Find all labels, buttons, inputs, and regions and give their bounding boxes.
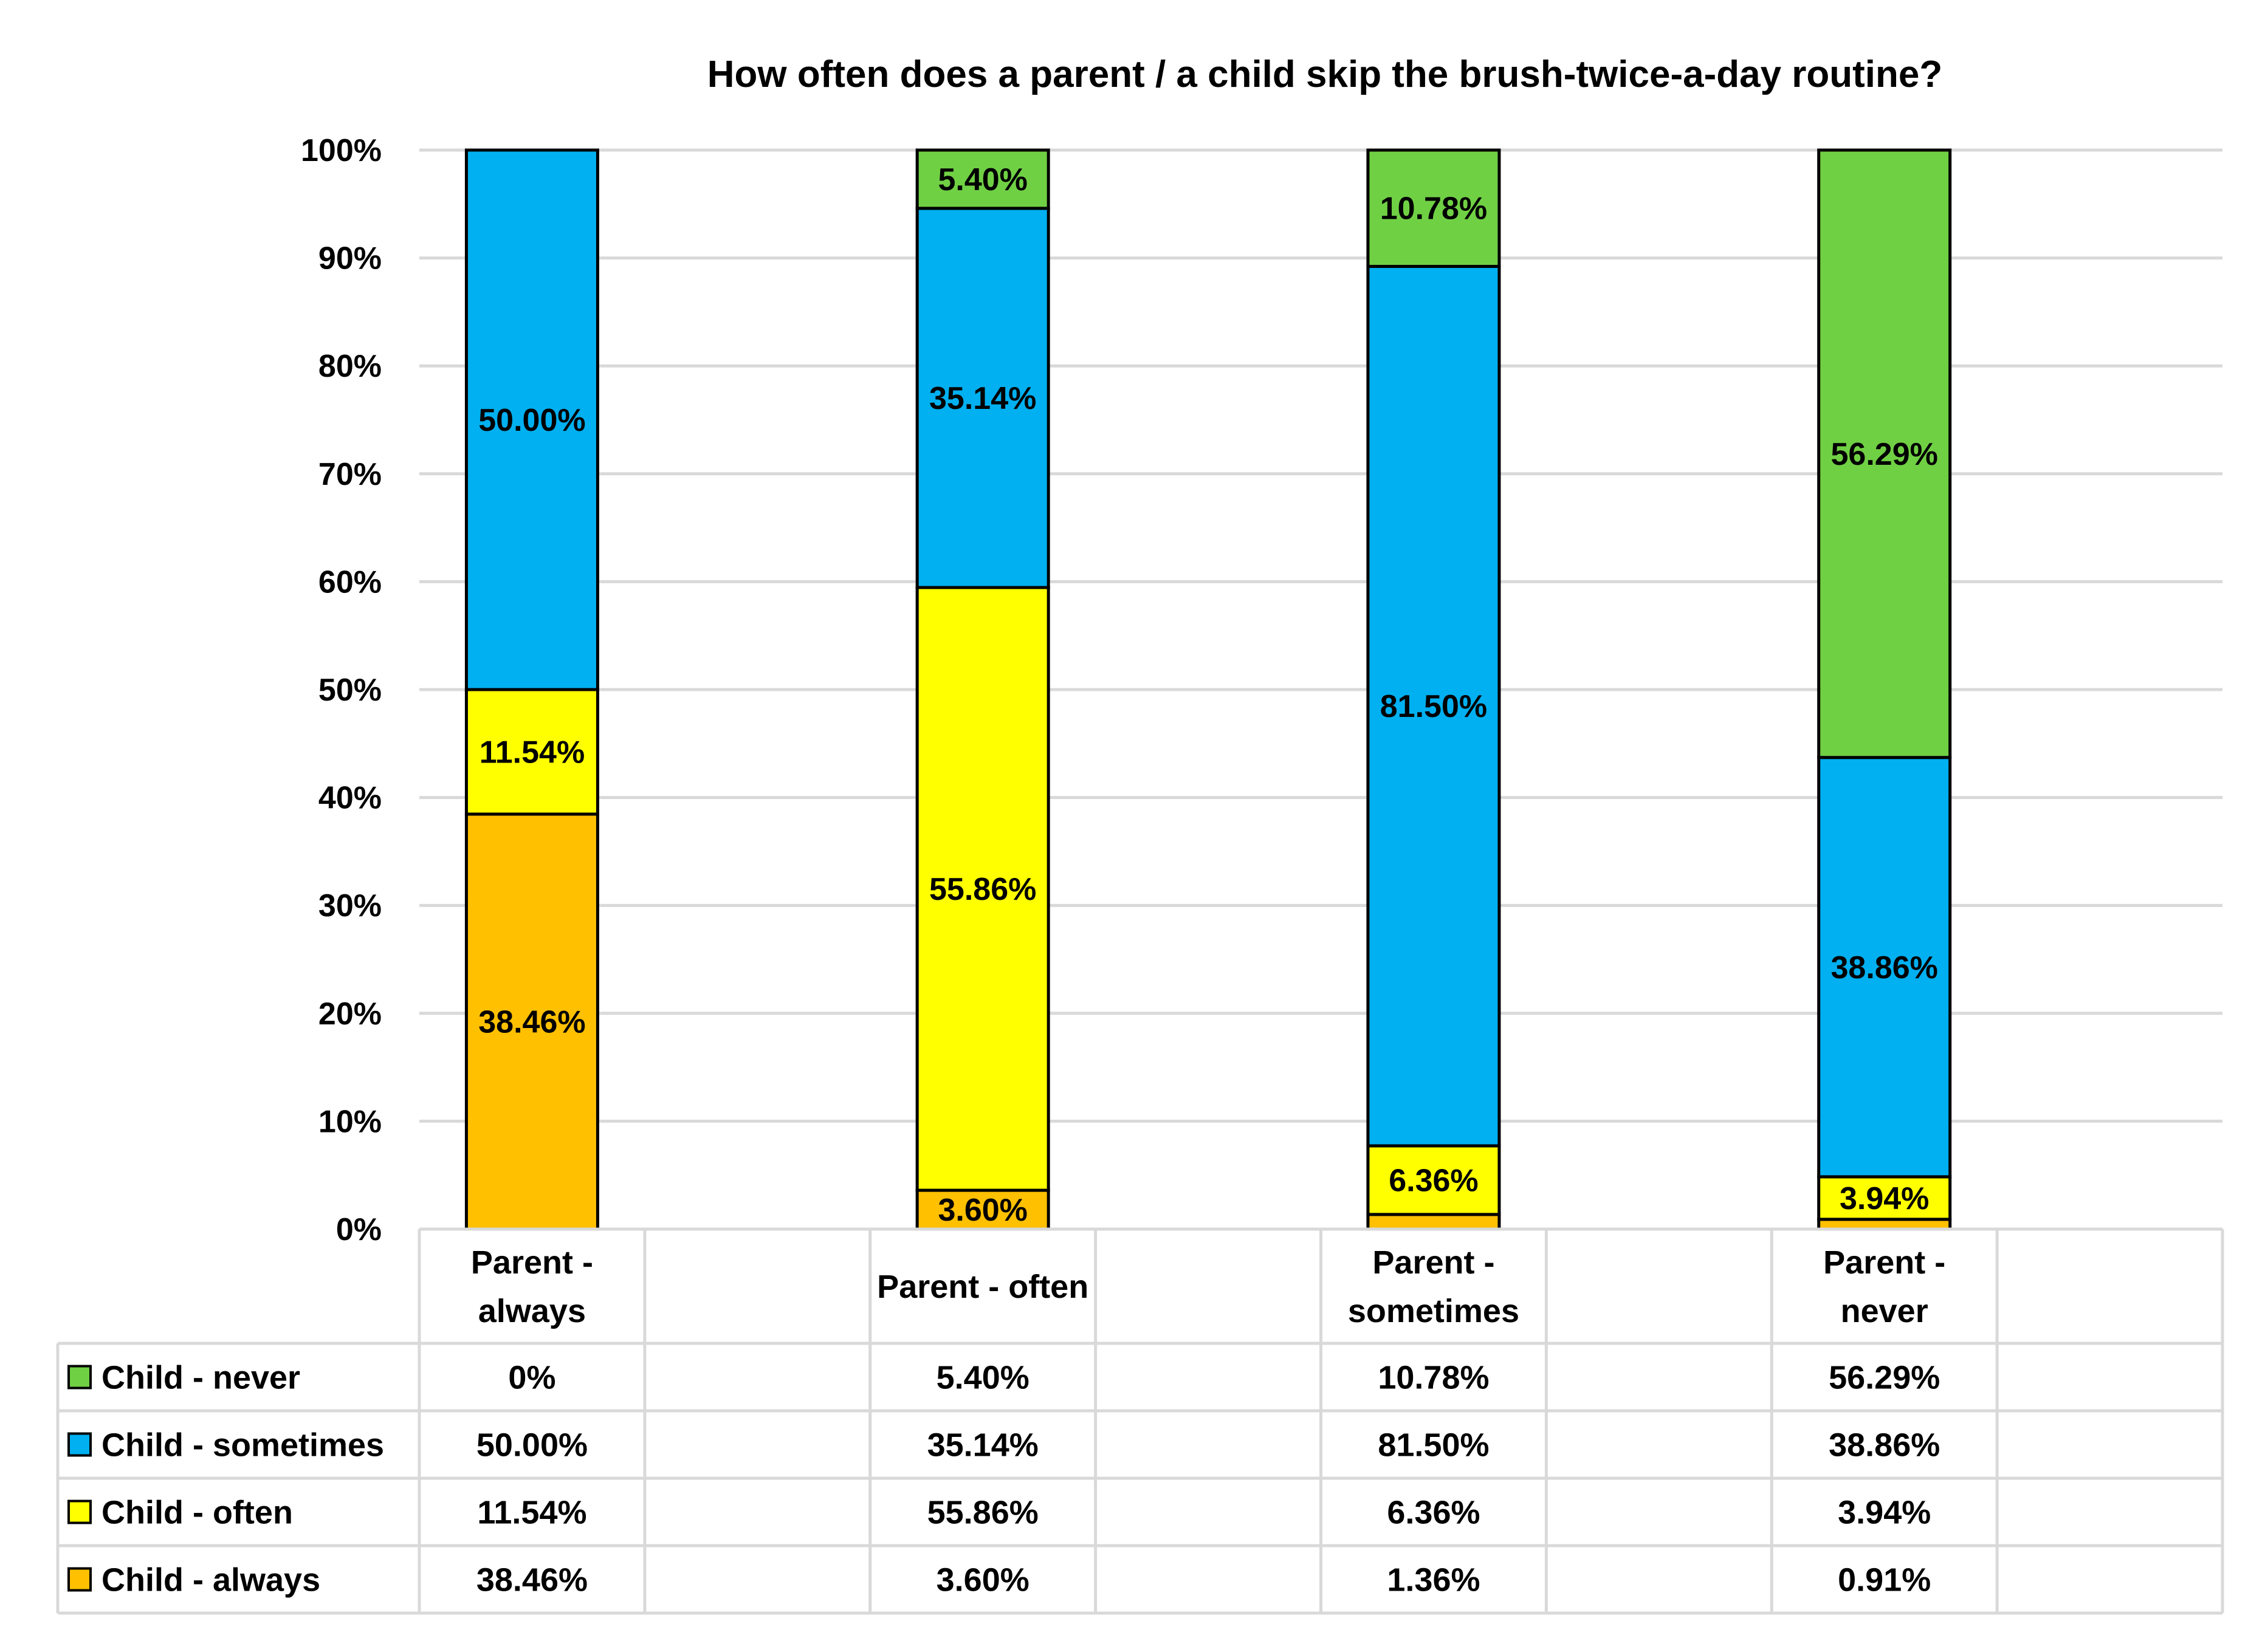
data-label: 35.14%	[929, 381, 1036, 416]
table-cell: 11.54%	[477, 1495, 586, 1531]
legend-key	[67, 1567, 92, 1592]
series-name: Child - often	[101, 1495, 293, 1531]
bar-segment	[1366, 1213, 1501, 1231]
category-label: Parent -	[471, 1244, 593, 1281]
legend-key	[67, 1499, 92, 1524]
gridlines	[419, 148, 2222, 1231]
bar-segment	[464, 812, 599, 1231]
chart-title: How often does a parent / a child skip t…	[707, 53, 1943, 95]
category-label: Parent -	[1372, 1244, 1494, 1281]
data-label: 10.78%	[1380, 191, 1487, 227]
table-cell: 55.86%	[927, 1495, 1039, 1531]
y-tick-label: 100%	[301, 133, 382, 168]
data-label: 50.00%	[478, 403, 585, 438]
legend-key	[67, 1432, 92, 1457]
bar-segment	[464, 688, 599, 816]
table-cell: 81.50%	[1378, 1427, 1489, 1464]
table-cell: 1.36%	[1387, 1562, 1480, 1599]
table-cell: 38.46%	[476, 1562, 588, 1599]
table-cell: 50.00%	[476, 1427, 588, 1464]
table-cell: 6.36%	[1387, 1495, 1480, 1531]
data-label: 6.36%	[1389, 1163, 1478, 1198]
bars	[464, 148, 1952, 1231]
table-cell: 38.86%	[1829, 1427, 1940, 1464]
y-tick-label: 0%	[336, 1212, 382, 1247]
y-tick-label: 80%	[318, 349, 382, 384]
table-cell: 10.78%	[1378, 1360, 1489, 1396]
bar-segment	[915, 586, 1050, 1192]
table-cell: 5.40%	[937, 1360, 1029, 1396]
category-label: Parent -	[1823, 1244, 1945, 1281]
data-label: 38.46%	[478, 1004, 585, 1040]
bar-segment	[915, 1188, 1050, 1231]
series-name: Child - never	[101, 1360, 300, 1396]
data-label: 81.50%	[1380, 689, 1487, 724]
table-cell: 3.94%	[1838, 1495, 1931, 1531]
table-cell: 35.14%	[927, 1427, 1039, 1464]
data-label: 11.54%	[479, 735, 585, 770]
legend-key	[67, 1365, 92, 1390]
y-tick-label: 30%	[318, 888, 382, 924]
bar-segment	[1817, 756, 1952, 1179]
y-tick-label: 40%	[318, 781, 382, 816]
category-label: Parent - often	[877, 1269, 1088, 1305]
series-name: Child - always	[101, 1562, 320, 1599]
data-label: 3.60%	[938, 1193, 1027, 1228]
data-label: 38.86%	[1831, 950, 1938, 985]
category-label: always	[478, 1293, 586, 1329]
data-labels: 38.46% 11.54% 50.00% 3.60% 55.86% 35.14% 5.40%…	[478, 162, 1938, 1228]
y-axis-ticks: 0% 10% 20% 30% 40% 50% 60% 70% 80% 90% 100%	[301, 133, 382, 1247]
data-label: 55.86%	[929, 872, 1036, 907]
table-cell: 0.91%	[1838, 1562, 1931, 1599]
table-cell: 0%	[508, 1360, 555, 1396]
bar-segment	[1366, 148, 1501, 268]
y-tick-label: 20%	[318, 996, 382, 1032]
data-table: Parent - always Parent - often Parent - some…	[56, 1227, 2224, 1615]
bar-segment	[1366, 264, 1501, 1148]
y-tick-label: 50%	[318, 673, 382, 708]
bar-segment	[915, 148, 1050, 210]
bar-segment	[1817, 148, 1952, 759]
data-label: 3.94%	[1840, 1181, 1929, 1216]
series-name: Child - sometimes	[101, 1427, 384, 1464]
y-tick-label: 10%	[318, 1104, 382, 1139]
data-label: 56.29%	[1831, 437, 1938, 472]
bar-segment	[464, 148, 599, 691]
y-tick-label: 90%	[318, 241, 382, 276]
data-label: 5.40%	[938, 162, 1027, 197]
table-cell: 3.60%	[937, 1562, 1029, 1599]
category-label: sometimes	[1348, 1293, 1519, 1329]
table-cell: 56.29%	[1829, 1360, 1940, 1396]
y-tick-label: 70%	[318, 457, 382, 492]
y-tick-label: 60%	[318, 564, 382, 600]
category-label: never	[1841, 1293, 1928, 1329]
